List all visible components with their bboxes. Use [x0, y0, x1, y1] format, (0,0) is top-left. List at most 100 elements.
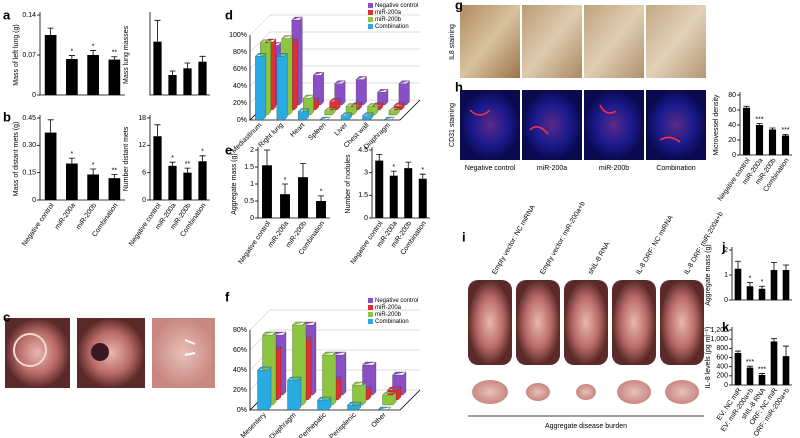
y-tick-label: 20% — [233, 387, 247, 394]
bar — [375, 160, 384, 218]
error-bar — [154, 124, 161, 137]
panel-label: h — [455, 79, 463, 94]
y-tick-label: 40 — [728, 122, 736, 129]
error-bar — [264, 149, 270, 166]
axis-label: IL8 staining — [449, 24, 456, 60]
significance: *** — [758, 366, 766, 373]
panel-label: e — [225, 142, 232, 157]
error-bar — [47, 119, 54, 133]
bar — [418, 178, 427, 218]
x-tick-label: Negative control — [21, 202, 56, 248]
y-axis-label: Aggregate mass (g) — [231, 153, 238, 214]
bar — [183, 68, 192, 95]
y-tick-label: 0% — [237, 407, 247, 414]
y-tick-label: 4.5 — [358, 147, 368, 154]
y-tick-label: 80% — [233, 327, 247, 334]
bar — [746, 286, 754, 300]
error-bar — [756, 123, 763, 125]
bar — [322, 351, 337, 406]
panel-label: f — [225, 289, 230, 304]
bar — [153, 136, 162, 200]
error-bar — [376, 154, 383, 161]
y-tick-label: 0.07 — [22, 52, 36, 59]
y-tick-label: 1,000 — [710, 336, 728, 343]
y-tick-label: 1.5 — [244, 164, 254, 171]
image-caption: IL-8 ORF: NC miRNA — [635, 214, 675, 276]
image-caption: Combination — [656, 165, 695, 172]
panel-label: k — [722, 319, 730, 334]
y-tick-label: 1 — [250, 181, 254, 188]
error-bar — [390, 170, 397, 176]
y-tick-label: 600 — [716, 354, 728, 361]
significance: * — [71, 48, 74, 55]
bar — [770, 270, 778, 300]
bar — [746, 367, 754, 385]
bar — [87, 174, 99, 200]
x-tick-label: Negative control — [237, 220, 272, 266]
legend-swatch — [368, 298, 373, 303]
x-tick-label: Diaphragm — [269, 412, 298, 438]
error-bar — [318, 195, 324, 201]
significance: ** — [185, 161, 191, 168]
panel-label: c — [3, 309, 10, 324]
y-tick-label: 18 — [138, 115, 146, 122]
error-bar — [184, 167, 191, 173]
y-tick-label: 2 — [724, 247, 728, 254]
y-tick-label: 40% — [233, 367, 247, 374]
x-tick-label: Other — [370, 411, 388, 429]
error-bar — [783, 264, 789, 270]
bar — [66, 163, 78, 200]
bar — [382, 391, 397, 406]
legend-label: miR-200b — [375, 312, 402, 318]
panel-label: a — [3, 7, 11, 22]
error-bar — [47, 27, 54, 35]
error-bar — [169, 70, 176, 75]
legend-swatch — [368, 312, 373, 317]
y-tick-label: 2 — [250, 147, 254, 154]
bar — [317, 396, 332, 411]
error-bar — [199, 55, 206, 62]
bar — [298, 177, 308, 218]
bar — [316, 201, 326, 218]
bar — [198, 161, 207, 200]
bar — [355, 76, 367, 106]
y-tick-label: 0.14 — [22, 12, 36, 19]
y-tick-label: 60% — [233, 347, 247, 354]
error-bar — [783, 345, 789, 357]
image-caption: miR-200a — [537, 165, 567, 172]
y-axis-label: Aggregate mass (g) — [705, 244, 712, 305]
significance: * — [421, 167, 424, 174]
error-bar — [747, 282, 753, 287]
y-axis-label: Microvessel density — [713, 94, 720, 156]
significance: *** — [755, 116, 763, 123]
image-caption: Negative control — [465, 165, 516, 172]
bar — [345, 103, 357, 116]
significance: * — [201, 149, 204, 156]
error-bar — [169, 161, 176, 166]
y-tick-label: 1,200 — [710, 327, 728, 334]
bar — [770, 341, 778, 385]
error-bar — [743, 105, 750, 108]
bar — [198, 61, 207, 95]
panel-label: i — [462, 229, 466, 244]
bar — [347, 401, 362, 411]
bar — [168, 165, 177, 200]
y-tick-label: 200 — [716, 373, 728, 380]
legend-label: Combination — [375, 319, 409, 325]
significance: * — [749, 275, 752, 282]
error-bar — [782, 133, 789, 136]
y-tick-label: 0% — [237, 117, 247, 124]
bar — [287, 376, 302, 411]
image-footer: Aggregate disease burden — [545, 423, 627, 430]
error-bar — [735, 260, 741, 269]
bar — [108, 178, 121, 200]
legend-label: Negative control — [375, 3, 418, 9]
error-bar — [90, 168, 97, 175]
bar — [313, 72, 324, 106]
y-tick-label: 12 — [138, 142, 146, 149]
significance: ** — [112, 50, 118, 57]
error-bar — [111, 56, 118, 60]
bar — [362, 112, 374, 121]
bar — [329, 98, 341, 111]
